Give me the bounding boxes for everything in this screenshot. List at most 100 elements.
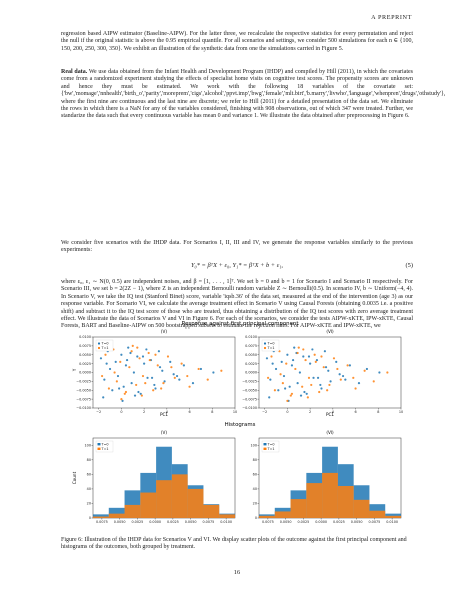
scatter-point [291, 358, 295, 362]
scatter-point [138, 357, 141, 360]
scatter-point [150, 376, 154, 379]
scatter-point [303, 390, 306, 394]
scatter-point [158, 366, 162, 369]
scatter-point [146, 376, 149, 379]
scatter-point [284, 387, 287, 390]
scatter-point [127, 346, 130, 349]
scatter-point [297, 346, 300, 349]
scatter-point [154, 387, 157, 390]
x-tick-label: −2 [262, 410, 267, 414]
scatter-point [302, 355, 305, 358]
histogram-bar [171, 474, 188, 518]
scatter-point [118, 387, 121, 390]
plot-area: −2 0 2 4 6 8 10 0.0100 0.0075 0.0050 0.0025 0.0000 −… [76, 335, 403, 524]
scatter-point [107, 387, 111, 390]
x-tick-label: −2 [96, 410, 101, 414]
histogram-bar [274, 511, 291, 518]
legend-swatch-t0 [97, 443, 101, 446]
histogram-bar [187, 488, 204, 518]
scatter-point [296, 382, 299, 385]
scatter-point [320, 355, 323, 358]
legend-label-t0: T=0 [267, 442, 275, 446]
y-tick-label: 0.0000 [79, 371, 91, 375]
x-tick-label: 0 [120, 410, 122, 414]
scatter-point [332, 357, 336, 360]
paragraph-2-text: We use data obtained from the Infant Hea… [61, 69, 446, 120]
scatter-point [305, 392, 308, 395]
legend-label-t1: T=1 [267, 447, 275, 451]
scatter-point [302, 348, 305, 351]
scatter-point [307, 376, 311, 379]
scatter-point [153, 383, 156, 387]
legend-box [261, 339, 280, 352]
scatter-point [298, 371, 301, 374]
scatter-point [99, 357, 103, 360]
paragraph-3-text: We consider five scenarios with the IHDP… [61, 240, 413, 254]
y-tick-label: 40 [87, 487, 91, 491]
x-tick-label: 0.0075 [202, 520, 214, 524]
scatter-point [348, 364, 351, 367]
scatter-point [103, 378, 106, 381]
scatter-point [136, 346, 139, 349]
x-tick-label: 4 [166, 410, 168, 414]
scatter-point [152, 389, 155, 392]
scatter-point [338, 373, 341, 376]
scatter-point [125, 358, 129, 362]
x-tick-label: 0.0050 [185, 520, 197, 524]
legend-box [95, 339, 114, 352]
scatter-point [121, 399, 124, 402]
scatter-point [274, 367, 278, 371]
scatter-point [100, 374, 104, 378]
scatter-point [170, 366, 173, 369]
scatter-point [329, 380, 332, 383]
y-tick-label: −0.0025 [242, 380, 257, 384]
x-tick-label: 0.0075 [96, 520, 108, 524]
scatter-point [197, 367, 200, 371]
scatter-point [172, 373, 175, 376]
x-tick-label: 0.0025 [167, 520, 179, 524]
paragraph-4: where ε₀, ε₁ ∼ N(0, 0.5) are independent… [61, 279, 413, 335]
scatter-point [145, 348, 148, 351]
histogram-bar [259, 515, 275, 518]
scatter-point [312, 376, 315, 379]
scatter-point [290, 364, 294, 367]
scatter-point [324, 366, 328, 369]
scatter-point [137, 390, 140, 394]
x-tick-label: 8 [211, 410, 213, 414]
scatter-point [296, 351, 299, 355]
legend-box [95, 440, 114, 453]
y-tick-label: 100 [85, 443, 91, 447]
scatter-point [108, 367, 112, 371]
scatter-point [154, 353, 157, 356]
scatter-point [281, 382, 284, 385]
scatter-xlabel-right: PC1 [326, 412, 334, 417]
scatter-point [354, 387, 357, 390]
histogram-ylabel: Count [72, 471, 77, 484]
scatter-point [299, 394, 303, 397]
histogram-panel-left-label: (V) [161, 430, 167, 435]
histogram-panel-right-label: (VI) [326, 430, 334, 435]
scatter-point [166, 355, 170, 358]
figure-6-plot: Response against first principal compone… [72, 321, 403, 524]
scatter-point [212, 371, 215, 374]
scatter-point [301, 385, 304, 388]
scatter-point [294, 367, 297, 371]
scatter-point [130, 382, 133, 385]
y-tick-label: 0.0000 [245, 371, 257, 375]
scatter-point [162, 382, 165, 385]
x-tick-label: 6 [188, 410, 190, 414]
y-tick-label: 40 [253, 487, 257, 491]
scatter-point [186, 374, 189, 378]
scatter-point [309, 362, 312, 365]
x-tick-label: 4 [332, 410, 334, 414]
scatter-point [136, 355, 139, 358]
scatter-point [293, 346, 296, 349]
scatter-point [352, 376, 355, 379]
scatter-point [319, 383, 322, 387]
histogram-bar [385, 515, 401, 518]
y-tick-label: 80 [253, 458, 257, 462]
scatter-point [156, 364, 159, 367]
equation-5: Y₀* = βᵀX + ε₀, Y₁* = βᵀX + b + ε₁, (5) [61, 262, 413, 272]
legend-marker-t1 [97, 346, 101, 350]
scatter-point [105, 362, 108, 365]
